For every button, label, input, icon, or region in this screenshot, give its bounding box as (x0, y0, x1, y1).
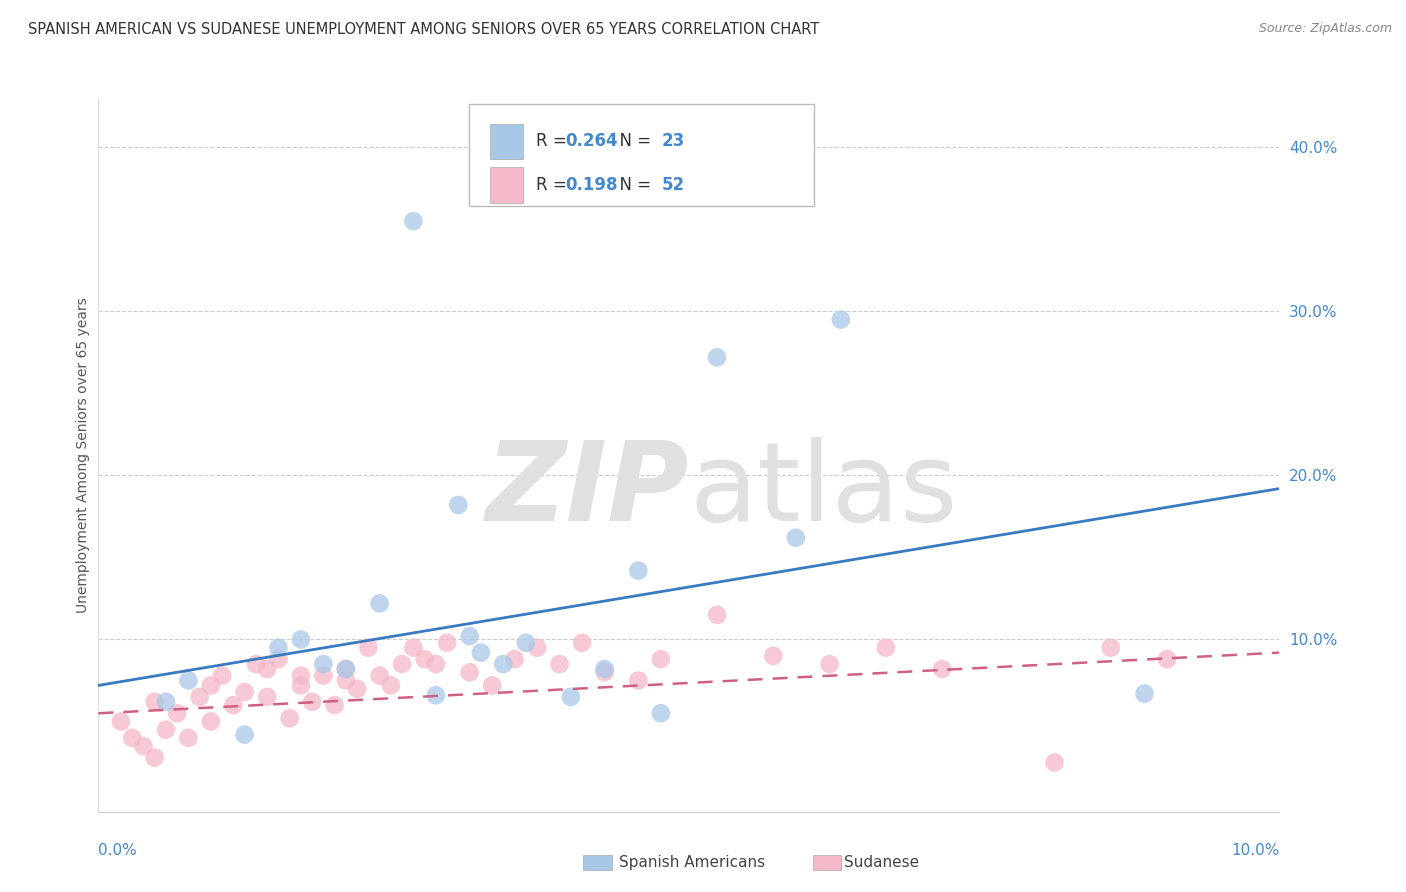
Point (402, 214, 425, 228)
Point (762, 648, 785, 663)
Point (312, 657, 335, 671)
Text: Source: ZipAtlas.com: Source: ZipAtlas.com (1258, 22, 1392, 36)
Point (211, 668, 233, 682)
Point (233, 728, 256, 742)
Point (481, 678, 503, 692)
Point (402, 640, 425, 655)
Point (458, 629, 481, 643)
Point (155, 723, 177, 737)
Point (256, 662, 278, 676)
Point (1043, 756, 1066, 770)
Point (447, 498, 470, 512)
Text: 0.198: 0.198 (565, 176, 619, 194)
Point (278, 711, 301, 725)
Point (593, 665, 616, 680)
Text: R =: R = (536, 176, 572, 194)
Point (818, 657, 841, 671)
Point (458, 665, 481, 680)
Point (515, 636, 537, 650)
Point (706, 607, 728, 622)
Point (335, 662, 357, 676)
Point (425, 657, 447, 671)
Point (335, 662, 357, 676)
Point (200, 714, 222, 729)
Point (436, 636, 458, 650)
Point (368, 596, 391, 610)
Point (290, 678, 312, 692)
Point (368, 668, 391, 682)
Point (188, 690, 211, 704)
Point (627, 564, 650, 578)
Text: R =: R = (536, 132, 572, 150)
Point (875, 640, 897, 655)
Point (267, 652, 290, 666)
Point (155, 695, 177, 709)
Point (526, 640, 548, 655)
Point (346, 681, 368, 696)
Point (143, 695, 166, 709)
Point (357, 640, 380, 655)
Text: N =: N = (609, 132, 657, 150)
Point (143, 750, 166, 764)
Point (301, 695, 323, 709)
Point (267, 640, 290, 655)
Point (200, 678, 222, 692)
Point (593, 662, 616, 676)
Point (503, 652, 526, 666)
Point (121, 731, 143, 745)
Text: N =: N = (609, 176, 657, 194)
Point (380, 678, 402, 692)
Point (425, 688, 447, 702)
Point (560, 690, 582, 704)
Point (571, 636, 593, 650)
Text: 10.0%: 10.0% (1232, 843, 1279, 858)
Text: SPANISH AMERICAN VS SUDANESE UNEMPLOYMENT AMONG SENIORS OVER 65 YEARS CORRELATIO: SPANISH AMERICAN VS SUDANESE UNEMPLOYMEN… (28, 22, 820, 37)
Text: Sudanese: Sudanese (844, 855, 918, 870)
Point (166, 706, 188, 721)
Text: 23: 23 (662, 132, 685, 150)
Y-axis label: Unemployment Among Seniors over 65 years: Unemployment Among Seniors over 65 years (76, 297, 90, 613)
Point (132, 739, 155, 753)
Point (177, 673, 200, 688)
Text: 0.264: 0.264 (565, 132, 619, 150)
Point (1099, 640, 1122, 655)
Point (470, 646, 492, 660)
Point (650, 706, 672, 721)
Point (492, 657, 515, 671)
Point (931, 662, 953, 676)
Point (391, 657, 413, 671)
Point (650, 652, 672, 666)
Point (627, 673, 650, 688)
Point (413, 652, 436, 666)
Point (290, 668, 312, 682)
Point (222, 698, 245, 712)
Point (548, 657, 571, 671)
Point (830, 312, 852, 326)
Point (1156, 652, 1178, 666)
Point (323, 698, 346, 712)
Point (706, 351, 728, 365)
Point (256, 690, 278, 704)
Text: atlas: atlas (689, 437, 957, 544)
Text: Spanish Americans: Spanish Americans (619, 855, 765, 870)
Point (335, 673, 357, 688)
Text: ZIP: ZIP (485, 437, 689, 544)
Text: 0.0%: 0.0% (98, 843, 138, 858)
Point (312, 668, 335, 682)
Point (233, 685, 256, 699)
Point (177, 731, 200, 745)
Text: 52: 52 (662, 176, 685, 194)
Point (110, 714, 132, 729)
Point (245, 657, 267, 671)
Point (1133, 687, 1156, 701)
Point (290, 632, 312, 647)
Point (785, 531, 807, 545)
